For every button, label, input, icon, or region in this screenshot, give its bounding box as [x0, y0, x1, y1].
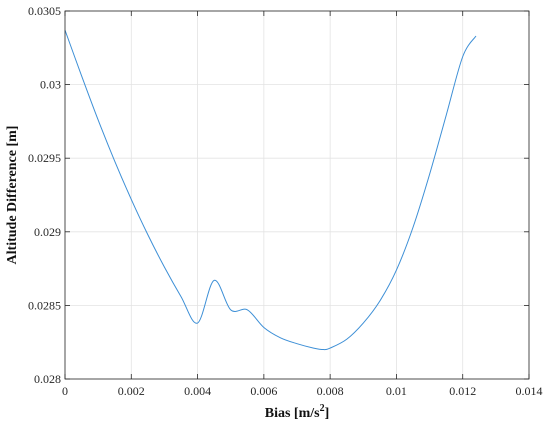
x-tick-label: 0.006: [250, 384, 277, 398]
y-tick-label: 0.03: [40, 78, 61, 92]
series-line: [64, 29, 477, 351]
x-axis-title-main: Bias [m/s: [265, 406, 320, 421]
x-axis-title-suffix: ]: [325, 406, 330, 421]
y-tick-label: 0.0285: [28, 298, 61, 312]
y-tick-labels: 0.028 0.0285 0.029 0.0295 0.03 0.0305: [28, 4, 61, 386]
x-tick-label: 0.004: [184, 384, 211, 398]
x-tick-label: 0: [62, 384, 68, 398]
x-tick-labels: 0 0.002 0.004 0.006 0.008 0.01 0.012 0.014: [62, 384, 543, 398]
y-tick-label: 0.029: [34, 225, 61, 239]
x-tick-label: 0.008: [317, 384, 344, 398]
plot-area: [65, 11, 529, 379]
x-axis-title: Bias [m/s2]: [265, 403, 330, 421]
series-group: [64, 29, 477, 351]
x-tick-label: 0.01: [386, 384, 407, 398]
x-tick-label: 0.002: [118, 384, 145, 398]
y-tick-label: 0.028: [34, 372, 61, 386]
y-tick-label: 0.0295: [28, 151, 61, 165]
x-axis-title-superscript: 2: [320, 403, 325, 414]
axis-ticks: [64, 10, 530, 380]
y-axis-title: Altitude Difference [m]: [5, 126, 20, 265]
x-tick-label: 0.012: [449, 384, 476, 398]
x-tick-label: 0.014: [516, 384, 543, 398]
plot-frame: [64, 10, 530, 380]
y-tick-label: 0.0305: [28, 4, 61, 18]
